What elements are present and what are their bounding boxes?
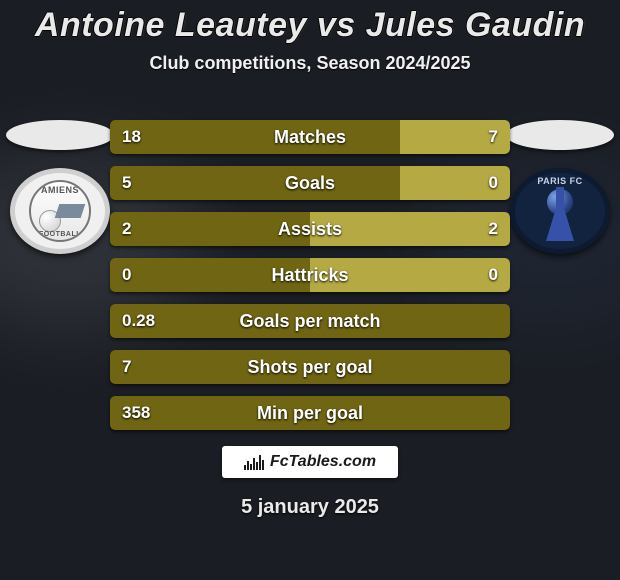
stats-bars: 187Matches 50Goals 22Assists 00Hattricks 0.2…	[110, 120, 510, 430]
left-club-sub: FOOTBALL	[31, 231, 89, 238]
left-club-crest: AMIENS FOOTBALL	[10, 168, 110, 254]
brand-badge: FcTables.com	[222, 446, 398, 478]
eiffel-icon	[546, 195, 574, 241]
stat-bar-right-seg	[310, 258, 510, 292]
stat-bar: 22Assists	[110, 212, 510, 246]
stat-bar: 50Goals	[110, 166, 510, 200]
left-club-crest-inner: AMIENS FOOTBALL	[29, 180, 91, 242]
right-player-zone: PARIS FC	[500, 120, 620, 254]
left-player-zone: AMIENS FOOTBALL	[0, 120, 120, 254]
stat-bar-right-seg	[400, 166, 510, 200]
right-club-crest: PARIS FC	[510, 168, 610, 254]
left-flag-icon	[6, 120, 114, 150]
stat-bar-left-seg	[110, 212, 310, 246]
right-club-name: PARIS FC	[515, 176, 605, 186]
page-title: Antoine Leautey vs Jules Gaudin	[0, 0, 620, 45]
left-club-name: AMIENS	[31, 185, 89, 195]
stat-bar-left-seg	[110, 396, 510, 430]
stat-bar: 7Shots per goal	[110, 350, 510, 384]
stat-bar-left-seg	[110, 350, 510, 384]
stat-bar: 00Hattricks	[110, 258, 510, 292]
comparison-card: Antoine Leautey vs Jules Gaudin Club com…	[0, 0, 620, 580]
stat-bar-right-seg	[400, 120, 510, 154]
stat-bar-right-seg	[310, 212, 510, 246]
stat-bar-left-seg	[110, 120, 400, 154]
stat-bar-left-seg	[110, 166, 400, 200]
page-subtitle: Club competitions, Season 2024/2025	[0, 53, 620, 74]
date-text: 5 january 2025	[0, 496, 620, 519]
stat-bar: 0.28Goals per match	[110, 304, 510, 338]
brand-text: FcTables.com	[270, 453, 376, 471]
stat-bar-left-seg	[110, 258, 310, 292]
stat-bar-left-seg	[110, 304, 510, 338]
content: Antoine Leautey vs Jules Gaudin Club com…	[0, 0, 620, 580]
right-flag-icon	[506, 120, 614, 150]
stat-bar: 358Min per goal	[110, 396, 510, 430]
stat-bar: 187Matches	[110, 120, 510, 154]
brand-bars-icon	[244, 454, 264, 470]
